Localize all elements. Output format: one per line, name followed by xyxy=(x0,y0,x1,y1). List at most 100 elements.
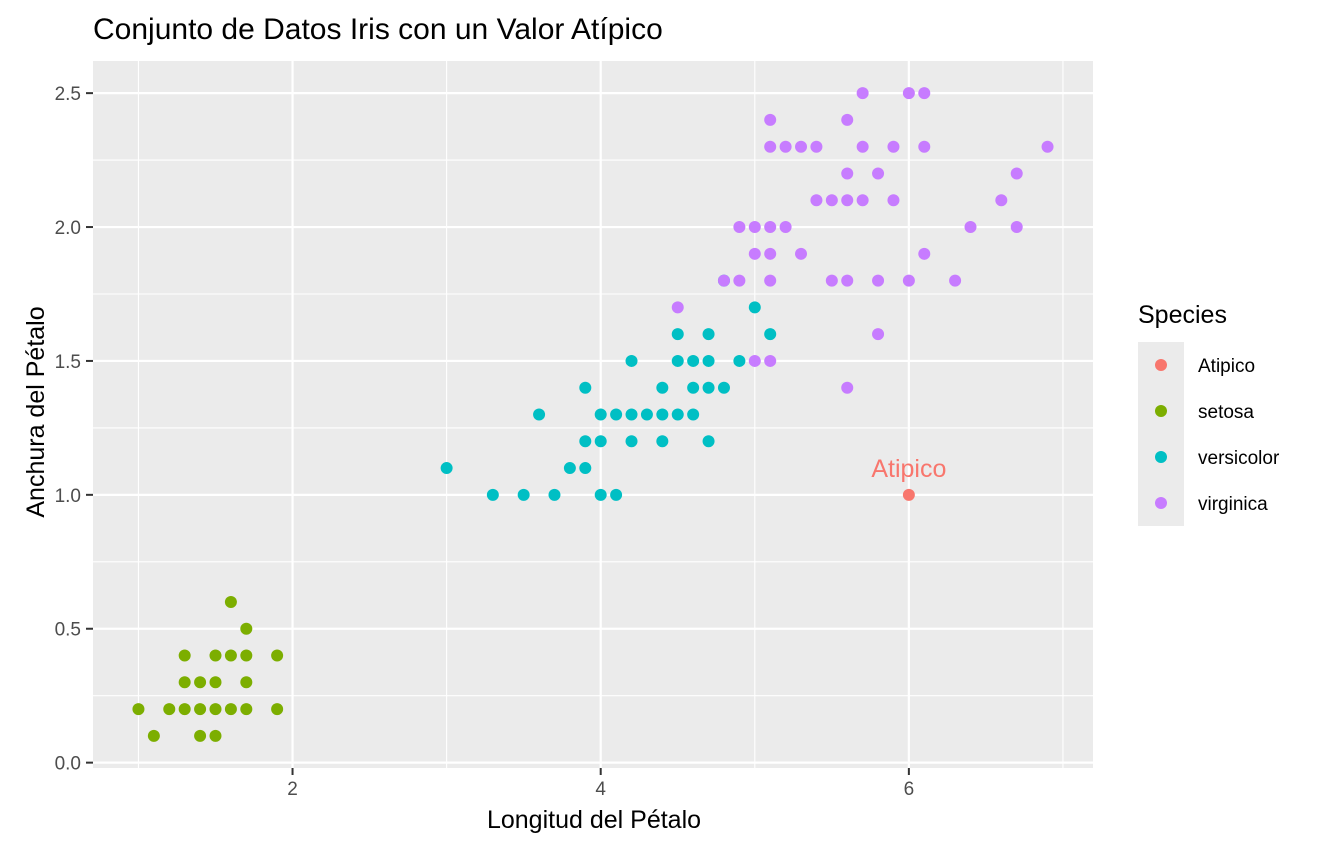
legend-label: setosa xyxy=(1198,402,1254,423)
data-point xyxy=(579,381,592,394)
series-versicolor xyxy=(440,274,777,501)
data-point xyxy=(486,488,499,501)
data-point xyxy=(656,408,669,421)
data-point xyxy=(748,221,761,234)
legend-key xyxy=(1155,359,1167,371)
data-point xyxy=(178,676,191,689)
series-virginica xyxy=(671,87,1054,394)
data-point xyxy=(594,488,607,501)
data-point xyxy=(918,87,931,100)
legend-key xyxy=(1155,497,1167,509)
data-point xyxy=(779,221,792,234)
data-point xyxy=(748,354,761,367)
plot-panel xyxy=(93,61,1093,768)
data-point xyxy=(209,676,222,689)
data-point xyxy=(995,194,1008,207)
data-point xyxy=(224,649,237,662)
data-point xyxy=(209,703,222,716)
x-axis: 2 4 6 xyxy=(287,768,914,800)
y-tick-label: 2.5 xyxy=(55,84,81,105)
data-point xyxy=(841,274,854,287)
data-point xyxy=(579,462,592,475)
data-point xyxy=(1010,167,1023,180)
y-axis: 0.0 0.5 1.0 1.5 2.0 2.5 xyxy=(55,84,93,775)
data-point xyxy=(194,676,207,689)
data-point xyxy=(764,328,777,341)
data-point xyxy=(825,194,838,207)
y-tick-label: 1.5 xyxy=(55,352,81,373)
data-point xyxy=(224,703,237,716)
data-point xyxy=(687,354,700,367)
data-point xyxy=(733,221,746,234)
data-point xyxy=(194,703,207,716)
data-point xyxy=(748,301,761,314)
data-point xyxy=(178,703,191,716)
data-point xyxy=(671,328,684,341)
data-point xyxy=(610,488,623,501)
data-point xyxy=(902,488,915,501)
grid-major xyxy=(93,61,1093,768)
data-point xyxy=(671,408,684,421)
legend-label: virginica xyxy=(1198,494,1268,515)
data-point xyxy=(887,140,900,153)
data-point xyxy=(810,140,823,153)
data-point xyxy=(687,381,700,394)
data-point xyxy=(625,354,638,367)
data-point xyxy=(918,140,931,153)
data-point xyxy=(594,435,607,448)
data-point xyxy=(795,247,808,260)
data-point xyxy=(764,140,777,153)
data-point xyxy=(656,435,669,448)
data-point xyxy=(702,435,715,448)
x-tick-label: 2 xyxy=(287,779,298,800)
legend: Species Atipico setosa versicolor virginica xyxy=(1138,301,1280,526)
data-point xyxy=(563,462,576,475)
data-point xyxy=(240,649,253,662)
annotation-label: Atipico xyxy=(871,455,946,483)
y-tick-label: 0.5 xyxy=(55,620,81,641)
data-point xyxy=(579,435,592,448)
data-point xyxy=(440,462,453,475)
data-point xyxy=(748,247,761,260)
data-point xyxy=(918,247,931,260)
legend-key xyxy=(1155,405,1167,417)
data-point xyxy=(856,194,869,207)
data-point xyxy=(147,729,160,742)
data-point xyxy=(872,274,885,287)
data-point xyxy=(224,595,237,608)
x-tick-label: 6 xyxy=(904,779,915,800)
x-axis-title: Longitud del Pétalo xyxy=(487,806,701,834)
data-point xyxy=(964,221,977,234)
data-point xyxy=(902,87,915,100)
data-point xyxy=(656,381,669,394)
data-point xyxy=(841,381,854,394)
data-point xyxy=(625,435,638,448)
y-tick-label: 0.0 xyxy=(55,754,81,775)
data-point xyxy=(271,649,284,662)
data-point xyxy=(240,622,253,635)
data-point xyxy=(533,408,546,421)
data-point xyxy=(841,167,854,180)
grid-minor xyxy=(93,61,1093,768)
legend-title: Species xyxy=(1138,301,1227,329)
data-point xyxy=(733,274,746,287)
data-point xyxy=(702,354,715,367)
data-point xyxy=(717,274,730,287)
data-point xyxy=(194,729,207,742)
data-point xyxy=(517,488,530,501)
data-point xyxy=(671,354,684,367)
data-point xyxy=(825,274,838,287)
annotations: Atipico xyxy=(871,455,946,483)
chart-title: Conjunto de Datos Iris con un Valor Atíp… xyxy=(93,13,663,46)
data-point xyxy=(1041,140,1054,153)
data-point xyxy=(240,676,253,689)
data-point xyxy=(887,194,900,207)
y-axis-title: Anchura del Pétalo xyxy=(22,306,50,517)
data-point xyxy=(240,703,253,716)
data-point xyxy=(764,354,777,367)
data-point xyxy=(132,703,145,716)
data-point xyxy=(872,328,885,341)
data-point xyxy=(178,649,191,662)
data-point xyxy=(209,649,222,662)
series-setosa xyxy=(132,595,284,742)
